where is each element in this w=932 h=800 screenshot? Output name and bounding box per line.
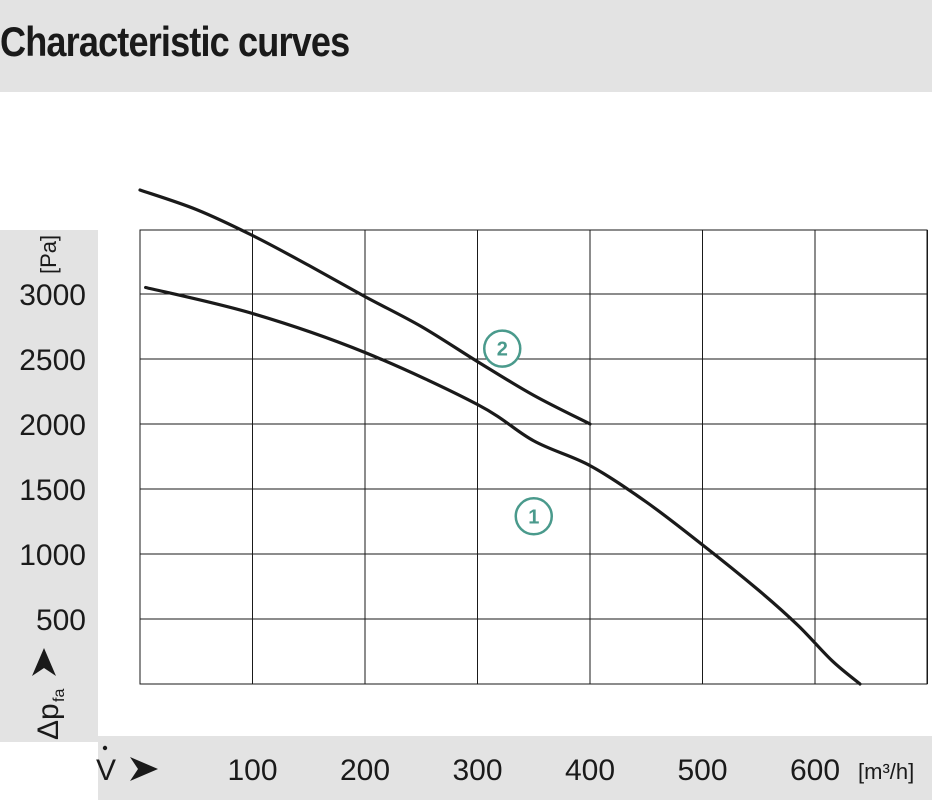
y-tick-labels: 500 1000 1500 2000 2500 3000 xyxy=(19,279,86,637)
y-tick-label: 3000 xyxy=(19,279,86,312)
x-axis-band xyxy=(98,736,932,800)
curve-marker-circle xyxy=(514,497,553,536)
x-axis-unit: [m³/h] xyxy=(858,759,914,784)
x-axis-arrow-icon xyxy=(130,757,158,781)
y-axis-label-subscript: fa xyxy=(51,689,68,702)
curve-2 xyxy=(138,188,592,426)
chart-curves xyxy=(138,188,862,686)
y-tick-label: 2000 xyxy=(19,409,86,442)
plot-frame xyxy=(139,229,928,685)
curve-1 xyxy=(144,285,862,686)
title-bar: Characteristic curves xyxy=(0,0,932,92)
y-axis-label: Δp xyxy=(32,703,65,740)
y-tick-label: 2500 xyxy=(19,344,86,377)
curve-marker-circle xyxy=(483,329,522,368)
x-tick-label: 400 xyxy=(565,754,615,787)
y-tick-label: 1500 xyxy=(19,474,86,507)
chart-grid xyxy=(139,229,928,685)
y-axis-label-group: Δp fa xyxy=(32,689,68,740)
x-axis-label-dot xyxy=(102,745,108,751)
x-tick-labels: 100 200 300 400 500 600 xyxy=(227,754,840,787)
x-tick-label: 200 xyxy=(340,754,390,787)
y-axis-unit: [Pa] xyxy=(36,235,61,274)
curve-marker-label: 1 xyxy=(528,506,539,528)
y-tick-label: 500 xyxy=(36,604,86,637)
y-axis-arrow-icon xyxy=(32,648,56,676)
y-axis-band xyxy=(0,230,98,742)
curve-markers: 12 xyxy=(483,329,553,536)
x-tick-label: 500 xyxy=(677,754,727,787)
y-tick-label: 1000 xyxy=(19,539,86,572)
x-axis-label: V xyxy=(96,754,116,787)
x-tick-label: 100 xyxy=(227,754,277,787)
curve-marker-label: 2 xyxy=(497,339,508,361)
x-tick-label: 600 xyxy=(790,754,840,787)
x-tick-label: 300 xyxy=(452,754,502,787)
page-title: Characteristic curves xyxy=(0,18,350,65)
